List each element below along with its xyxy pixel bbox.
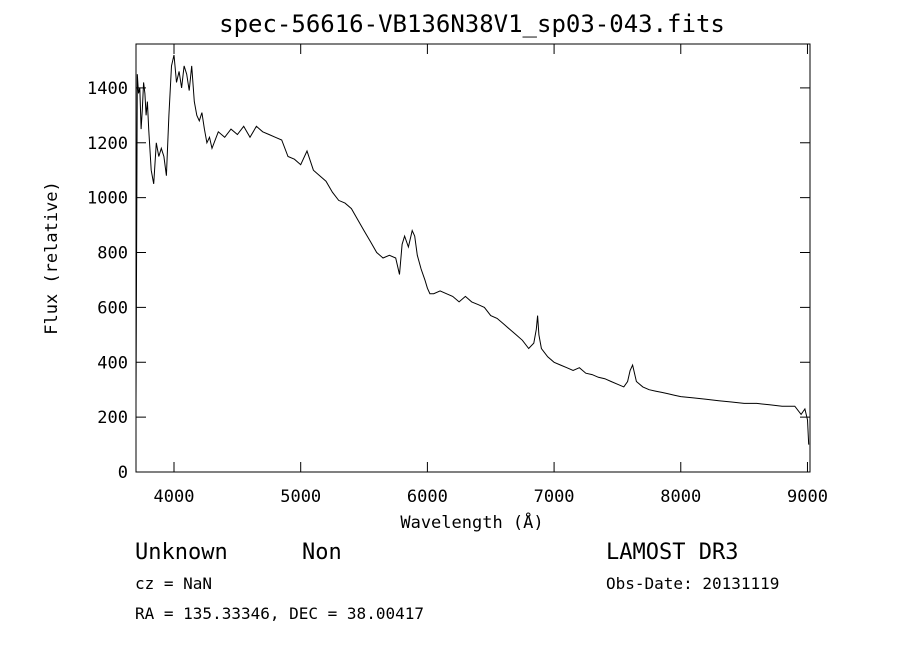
y-tick-label: 400 bbox=[97, 353, 128, 373]
x-tick-label: 5000 bbox=[280, 487, 321, 507]
coordinates-label: RA = 135.33346, DEC = 38.00417 bbox=[135, 604, 424, 623]
y-tick-label: 0 bbox=[118, 463, 128, 483]
x-tick-label: 4000 bbox=[154, 487, 195, 507]
spectrum-line bbox=[135, 54, 810, 445]
x-tick-label: 8000 bbox=[660, 487, 701, 507]
y-axis: 0 200 400 600 800 1000 1200 1400 bbox=[87, 79, 810, 483]
object-class: Unknown bbox=[135, 540, 228, 565]
y-tick-label: 800 bbox=[97, 244, 128, 264]
plot-frame bbox=[135, 43, 811, 473]
object-subclass: Non bbox=[302, 540, 342, 565]
y-tick-label: 1400 bbox=[87, 79, 128, 99]
survey-label: LAMOST DR3 bbox=[606, 540, 738, 565]
obs-date-label: Obs-Date: 20131119 bbox=[606, 574, 779, 593]
x-tick-label: 6000 bbox=[407, 487, 448, 507]
y-tick-label: 1000 bbox=[87, 189, 128, 209]
x-axis-label: Wavelength (Å) bbox=[400, 511, 543, 533]
redshift-label: cz = NaN bbox=[135, 574, 212, 593]
y-tick-label: 1200 bbox=[87, 134, 128, 154]
y-tick-label: 200 bbox=[97, 408, 128, 428]
chart-title: spec-56616-VB136N38V1_sp03-043.fits bbox=[219, 10, 725, 38]
x-tick-label: 7000 bbox=[534, 487, 575, 507]
x-axis: 4000 5000 6000 7000 8000 9000 bbox=[154, 44, 828, 507]
x-tick-label: 9000 bbox=[787, 487, 828, 507]
y-axis-label: Flux (relative) bbox=[42, 181, 62, 335]
y-tick-label: 600 bbox=[97, 298, 128, 318]
